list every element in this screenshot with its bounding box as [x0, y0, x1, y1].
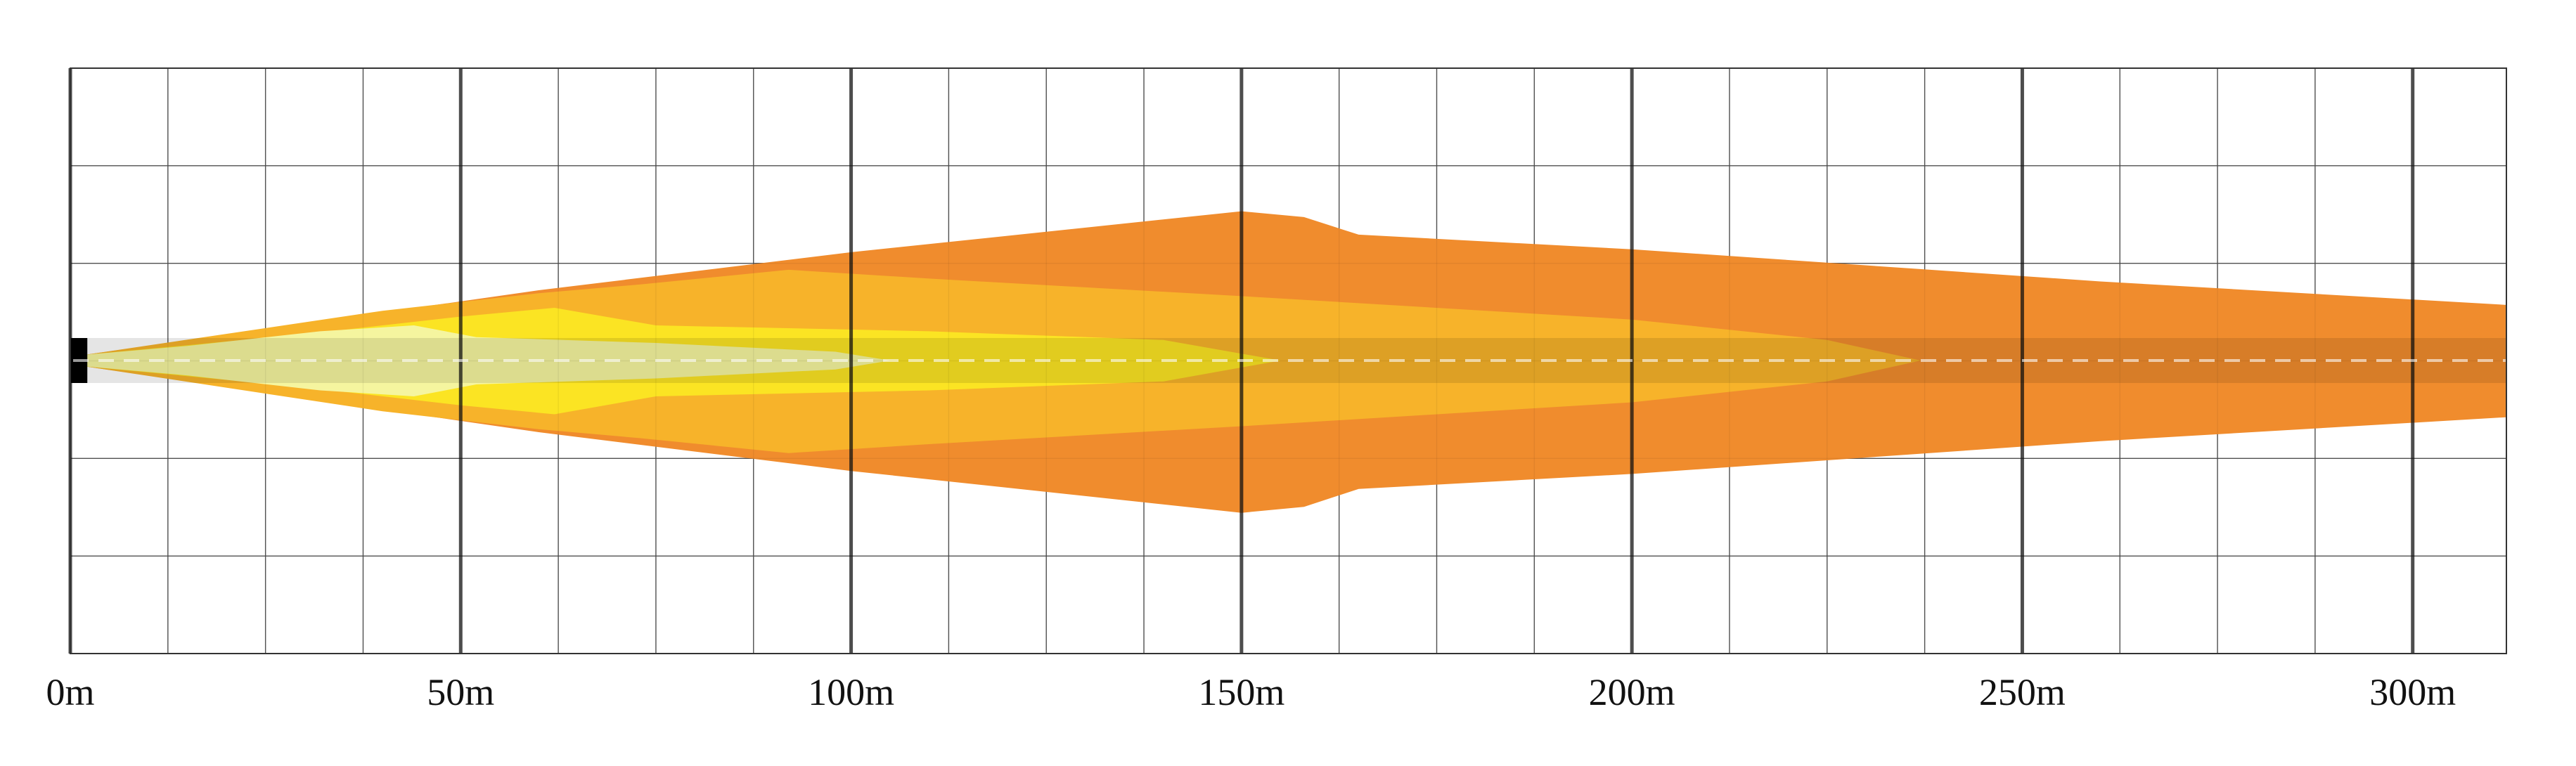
x-tick-label: 50m: [427, 671, 494, 713]
plot-frame: [70, 67, 2507, 654]
x-tick-label: 100m: [808, 671, 894, 713]
x-tick-label: 150m: [1198, 671, 1284, 713]
x-tick-label: 250m: [1979, 671, 2066, 713]
x-tick-labels: 0m 50m 100m 150m 200m 250m 300m: [46, 671, 2456, 713]
x-tick-label: 0m: [46, 671, 94, 713]
x-tick-label: 200m: [1589, 671, 1675, 713]
x-tick-label: 300m: [2369, 671, 2456, 713]
beam-zones: [86, 211, 2507, 513]
